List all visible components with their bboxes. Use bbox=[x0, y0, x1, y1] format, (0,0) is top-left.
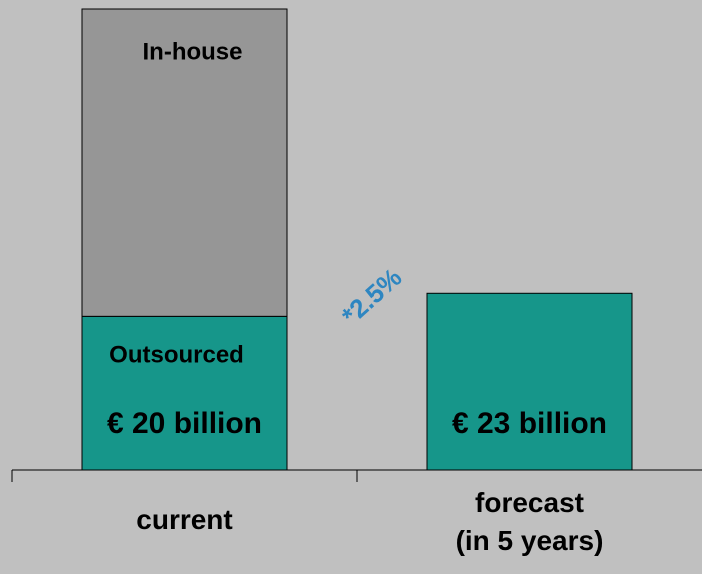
series-label: Outsourced bbox=[109, 342, 244, 369]
x-tick-label-line: forecast bbox=[475, 487, 584, 518]
value-label: € 23 billion bbox=[452, 407, 607, 440]
x-tick-label: current bbox=[136, 504, 232, 535]
value-label: € 20 billion bbox=[107, 407, 262, 440]
bar-segment bbox=[426, 292, 633, 471]
bar-segment bbox=[81, 8, 288, 317]
bar-segment bbox=[81, 315, 288, 471]
x-tick-label-line: (in 5 years) bbox=[456, 525, 604, 556]
x-tick-label: forecast (in 5 years) bbox=[456, 487, 604, 556]
x-tick-label-line: current bbox=[136, 504, 232, 535]
series-label: In-house bbox=[143, 38, 243, 65]
